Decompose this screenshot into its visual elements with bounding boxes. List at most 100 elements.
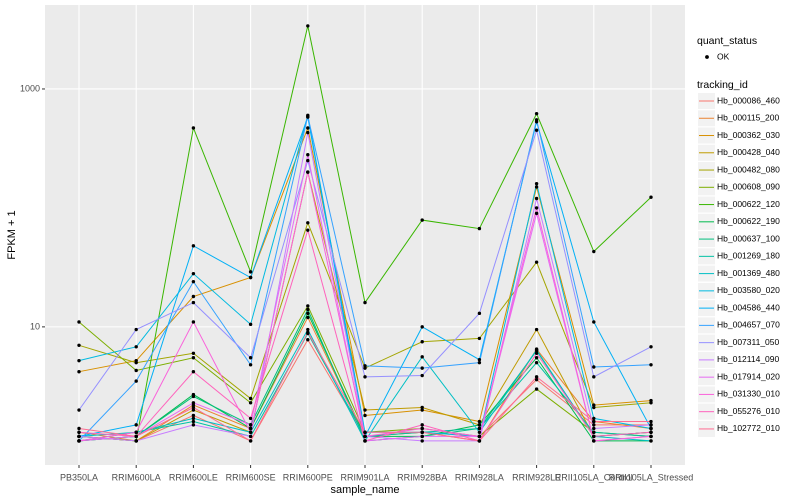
point [592, 249, 596, 254]
point [534, 377, 539, 382]
point [306, 315, 310, 320]
point [191, 369, 196, 374]
point [420, 366, 424, 370]
legend-label: Hb_000362_030 [717, 130, 780, 140]
point [420, 340, 424, 344]
point [649, 426, 653, 431]
point [248, 416, 253, 421]
point [306, 221, 310, 225]
point [191, 405, 196, 410]
legend-label: Hb_000622_190 [717, 216, 780, 226]
legend-label: Hb_000608_090 [717, 182, 780, 192]
shape-legend-label: OK [717, 51, 730, 61]
point [77, 320, 81, 324]
point [248, 270, 253, 274]
point [77, 430, 81, 434]
x-tick-label: RRIM928BA [397, 472, 447, 482]
y-tick-label: 10 [30, 321, 40, 331]
point [306, 24, 310, 28]
point [363, 434, 367, 439]
point [306, 330, 310, 335]
point [191, 320, 196, 324]
point [420, 439, 424, 443]
point [77, 426, 81, 431]
point [592, 403, 596, 407]
point [248, 396, 253, 401]
point [477, 360, 482, 365]
point [77, 343, 81, 348]
point [191, 394, 196, 399]
point [248, 430, 253, 434]
point [191, 419, 196, 424]
point [592, 430, 596, 434]
point [420, 373, 424, 378]
legend-label: Hb_000637_100 [717, 233, 780, 243]
point [306, 170, 310, 174]
point [534, 181, 539, 186]
point [592, 320, 596, 324]
point [363, 430, 367, 434]
point [477, 423, 482, 427]
point [534, 356, 539, 360]
point [363, 413, 367, 418]
point [191, 126, 196, 130]
point [534, 348, 539, 352]
point [534, 375, 539, 379]
point [420, 405, 424, 410]
point [592, 365, 596, 369]
x-tick-label: RRII105LA_Control [555, 472, 633, 482]
point [649, 363, 653, 367]
point [477, 419, 482, 424]
legend-label: Hb_000115_200 [717, 113, 780, 123]
point [134, 423, 138, 427]
point [363, 439, 367, 443]
x-tick-label: RRIM600PE [283, 472, 333, 482]
point [306, 126, 310, 130]
point [248, 439, 253, 443]
point [534, 351, 539, 355]
point [134, 360, 138, 365]
point [477, 336, 482, 341]
point [191, 401, 196, 405]
legend-label: Hb_003580_020 [717, 285, 780, 295]
point [592, 405, 596, 410]
point [248, 356, 253, 360]
point [477, 439, 482, 443]
legend-label: Hb_004586_440 [717, 302, 780, 312]
legend-label: Hb_007311_050 [717, 337, 780, 347]
point [534, 128, 539, 132]
point [477, 426, 482, 431]
point [420, 430, 424, 434]
legend-label: Hb_102772_010 [717, 423, 780, 433]
point [534, 196, 539, 201]
y-tick-label: 1000 [20, 83, 40, 93]
x-tick-label: RRIM928LE [512, 472, 561, 482]
point [134, 345, 138, 349]
x-tick-label: RRIM600LE [169, 472, 218, 482]
point [306, 338, 310, 342]
point [592, 426, 596, 431]
x-tick-label: RRIM901LA [340, 472, 389, 482]
point [534, 118, 539, 122]
point [77, 439, 81, 443]
point [592, 416, 596, 421]
point [477, 226, 482, 231]
point [191, 294, 196, 299]
legend-label: Hb_001369_480 [717, 268, 780, 278]
point [649, 401, 653, 405]
point [534, 260, 539, 264]
x-tick-label: RRIM600LA [112, 472, 161, 482]
point [248, 401, 253, 405]
point [191, 271, 196, 276]
point [534, 211, 539, 216]
point [77, 369, 81, 374]
point [248, 322, 253, 327]
legend-title: tracking_id [697, 79, 748, 91]
point [306, 153, 310, 157]
point [534, 111, 539, 116]
x-tick-label: RRII105LA_Stressed [609, 472, 694, 482]
legend-label: Hb_000086_460 [717, 95, 780, 105]
point [592, 375, 596, 379]
x-tick-label: PB350LA [60, 472, 98, 482]
